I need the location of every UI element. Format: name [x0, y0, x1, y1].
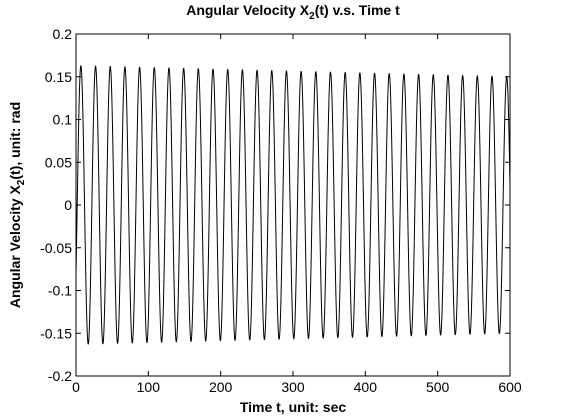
x-tick-label: 500 [426, 379, 450, 395]
y-tick-label: 0.05 [45, 154, 72, 170]
x-tick-label: 0 [72, 379, 80, 395]
y-tick-label: -0.15 [40, 325, 72, 341]
chart-title-prefix: Angular Velocity X [186, 2, 310, 18]
chart-title: Angular Velocity X2(t) v.s. Time t [186, 2, 400, 22]
y-axis-label: Angular Velocity X2(t), unit: rad [7, 102, 27, 308]
y-tick-label: -0.2 [48, 368, 72, 384]
y-tick-label: -0.05 [40, 240, 72, 256]
y-axis-label-suffix: (t), unit: rad [7, 102, 23, 180]
x-tick-label: 300 [281, 379, 305, 395]
x-tick-label: 200 [209, 379, 233, 395]
chart-title-suffix: (t) v.s. Time t [315, 2, 400, 18]
y-tick-label: 0 [64, 197, 72, 213]
y-tick-label: -0.1 [48, 283, 72, 299]
y-tick-label: 0.1 [53, 112, 73, 128]
x-tick-label: 600 [498, 379, 522, 395]
y-tick-label: 0.2 [53, 26, 73, 42]
x-axis-label: Time t, unit: sec [240, 399, 347, 415]
x-tick-label: 400 [354, 379, 378, 395]
y-tick-label: 0.15 [45, 69, 72, 85]
y-axis-label-prefix: Angular Velocity X [7, 185, 23, 309]
x-tick-label: 100 [137, 379, 161, 395]
